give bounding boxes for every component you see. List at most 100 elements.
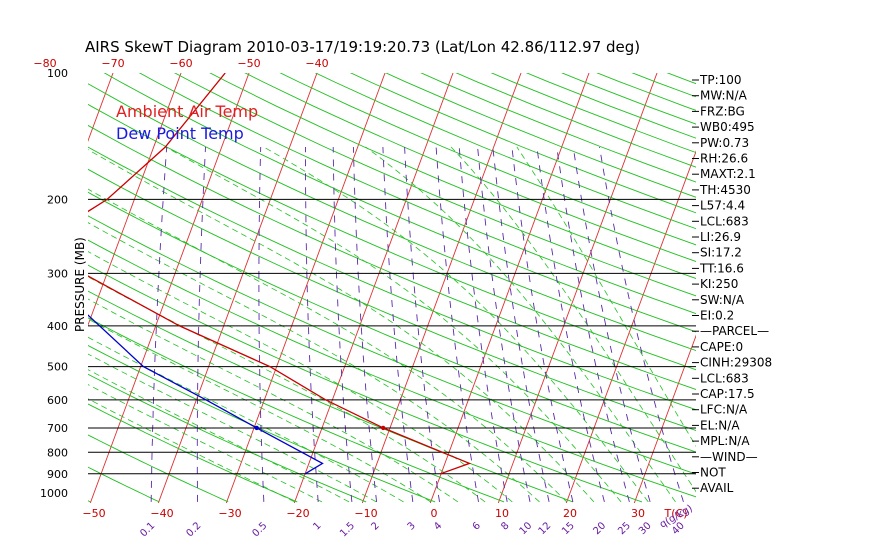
dry-adiabat-line	[88, 317, 505, 503]
side-panel-item: LFC:N/A	[700, 403, 748, 417]
isotherm-line	[89, 73, 250, 503]
pressure-tick-label: 800	[47, 446, 68, 459]
dry-adiabat-line	[244, 73, 696, 262]
moist-adiabat-line	[88, 298, 459, 503]
mixing-ratio-label: 30	[637, 520, 654, 537]
isotherm-line	[225, 73, 386, 503]
side-panel-item: RH:26.6	[700, 152, 748, 166]
side-panel-item: PW:0.73	[700, 136, 749, 150]
side-panel-item: L57:4.4	[700, 199, 745, 213]
pressure-tick-label: 200	[47, 193, 68, 206]
dry-adiabat-line	[88, 290, 574, 503]
dry-adiabat-line	[455, 73, 696, 168]
mixing-ratio-label: 0.2	[184, 520, 203, 539]
top-temp-tick-label: −50	[237, 57, 260, 70]
mixing-ratio-label: 6	[471, 520, 483, 532]
chart-title: AIRS SkewT Diagram 2010-03-17/19:19:20.7…	[85, 38, 640, 56]
isotherm-line	[361, 73, 522, 503]
side-panel-item: LCL:683	[700, 214, 749, 228]
side-panel-item: TH:4530	[699, 183, 751, 197]
series	[88, 73, 472, 475]
plot-area	[0, 53, 696, 523]
isotherm-line	[429, 73, 590, 503]
isotherm-line	[497, 73, 658, 503]
mixing-ratio-line	[572, 146, 651, 503]
side-panel-item: SI:17.2	[700, 246, 742, 260]
dry-adiabat-line	[88, 215, 696, 475]
dry-adiabat-line	[88, 239, 696, 498]
side-panel-item: TT:16.6	[699, 261, 744, 275]
side-panel-item: EL:N/A	[700, 418, 740, 432]
side-panel-item: MAXT:2.1	[700, 167, 756, 181]
side-panel-item: TP:100	[699, 73, 742, 87]
mixing-ratio-label: 3	[406, 520, 418, 532]
moist-adiabat-line	[365, 146, 676, 503]
dry-adiabat-line	[490, 73, 696, 154]
bottom-axis-unit-label: T(C)	[664, 507, 688, 520]
isotherm-line	[88, 73, 114, 143]
top-temp-tick-label: −70	[101, 57, 124, 70]
isotherm-line	[293, 73, 454, 503]
pressure-tick-label: 500	[47, 361, 68, 374]
dry-adiabat-line	[88, 191, 696, 453]
dew-point-temp-marker	[254, 425, 259, 431]
side-panel-item: AVAIL	[700, 481, 734, 495]
bottom-temp-tick-label: 10	[495, 507, 509, 520]
bottom-temp-tick-label: −10	[354, 507, 377, 520]
top-temp-ticks: −120−110−100−90−80−70−60−50−40	[33, 57, 328, 70]
mixing-ratio-label: 4	[432, 520, 444, 532]
mixing-ratio-label: 8	[499, 520, 511, 532]
pressure-tick-label: 900	[47, 468, 68, 481]
pressure-tick-label: 600	[47, 394, 68, 407]
mixing-ratio-line	[332, 146, 353, 502]
side-panel-item: WB0:495	[700, 120, 755, 134]
isotherm-line	[633, 334, 696, 503]
bottom-temp-tick-label: 0	[431, 507, 438, 520]
pressure-tick-label: 400	[47, 320, 68, 333]
isotherm-line	[0, 53, 52, 523]
ambient-air-temp-line	[88, 73, 472, 475]
pressure-tick-label: 300	[47, 267, 68, 280]
moist-adiabat-line	[88, 398, 295, 503]
top-temp-tick-label: −40	[305, 57, 328, 70]
dry-adiabat-line	[174, 73, 696, 297]
side-panel-item: —WIND—	[700, 450, 758, 464]
dry-adiabat-line	[88, 344, 436, 503]
top-temp-tick-label: −60	[169, 57, 192, 70]
side-panel-item: LI:26.9	[700, 230, 741, 244]
dry-adiabat-line	[88, 403, 298, 503]
dry-adiabat-line	[88, 146, 696, 411]
dry-adiabat-line	[209, 73, 696, 279]
mixing-ratio-line	[599, 146, 684, 503]
dry-adiabat-line	[88, 83, 696, 352]
side-panel-item: FRZ:BG	[700, 104, 745, 118]
dry-adiabats	[88, 73, 696, 503]
dry-adiabat-line	[138, 73, 696, 315]
mixing-ratio-label: 10	[518, 520, 535, 537]
pressure-tick-labels: 100 200 300 400 500 600 700 800 900 1000	[40, 67, 68, 500]
moist-adiabats	[88, 146, 696, 503]
mixing-ratio-label: 2	[369, 520, 381, 532]
isotherms	[0, 53, 696, 523]
side-panel-item: EI:0.2	[700, 309, 734, 323]
isotherm-line	[88, 73, 182, 327]
side-panel-item: SW:N/A	[700, 293, 745, 307]
mixing-ratio-label: 1.5	[338, 520, 357, 539]
side-panel: TP:100MW:N/AFRZ:BGWB0:495PW:0.73RH:26.6M…	[692, 73, 772, 495]
side-panel-item: MPL:N/A	[700, 434, 750, 448]
moist-adiabat-line	[263, 146, 649, 503]
dry-adiabat-line	[349, 73, 696, 214]
side-panel-item: MW:N/A	[700, 89, 748, 103]
mixing-ratio-line	[305, 147, 319, 502]
bottom-temp-tick-label: −50	[82, 507, 105, 520]
isotherm-line	[157, 73, 318, 503]
dry-adiabat-line	[525, 73, 696, 139]
dry-adiabat-line	[88, 103, 696, 371]
side-panel-item: CAPE:0	[700, 340, 743, 354]
side-panel-item: KI:250	[700, 277, 738, 291]
bottom-temp-tick-label: −40	[150, 507, 173, 520]
mixing-ratio-line	[477, 146, 531, 502]
pressure-tick-label: 100	[47, 67, 68, 80]
dry-adiabat-line	[88, 373, 367, 503]
dry-adiabat-line	[88, 434, 229, 503]
